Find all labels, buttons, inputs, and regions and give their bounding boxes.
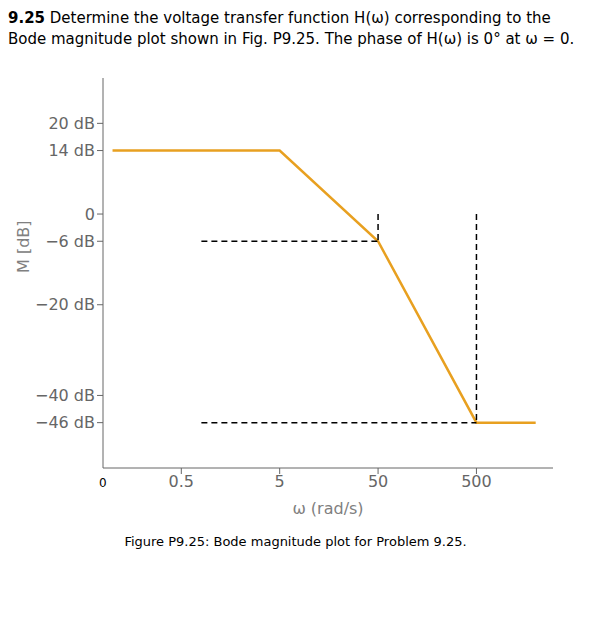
- html-text:0: 0: [99, 476, 107, 490]
- svg-text:14 dB: 14 dB: [48, 141, 95, 160]
- svg-text:0.5: 0.5: [169, 472, 194, 491]
- svg-text:−20 dB: −20 dB: [35, 295, 95, 314]
- svg-text:−40 dB: −40 dB: [35, 386, 95, 405]
- svg-text:−6 dB: −6 dB: [45, 232, 95, 251]
- svg-text:5: 5: [275, 472, 285, 491]
- svg-text:0: 0: [85, 205, 95, 224]
- svg-text:−46 dB: −46 dB: [35, 413, 95, 432]
- svg-text:50: 50: [368, 472, 388, 491]
- html-text:9.25 Determine the voltage tra: 9.25 Determine the voltage transfer func…: [8, 9, 575, 48]
- svg-text:500: 500: [461, 472, 492, 491]
- svg-text:M [dB]: M [dB]: [14, 220, 33, 273]
- html-text:Figure P9.25: Bode magnitude p: Figure P9.25: Bode magnitude plot for Pr…: [124, 534, 467, 549]
- svg-text:20 dB: 20 dB: [48, 114, 95, 133]
- svg-text:ω (rad/s): ω (rad/s): [292, 499, 363, 518]
